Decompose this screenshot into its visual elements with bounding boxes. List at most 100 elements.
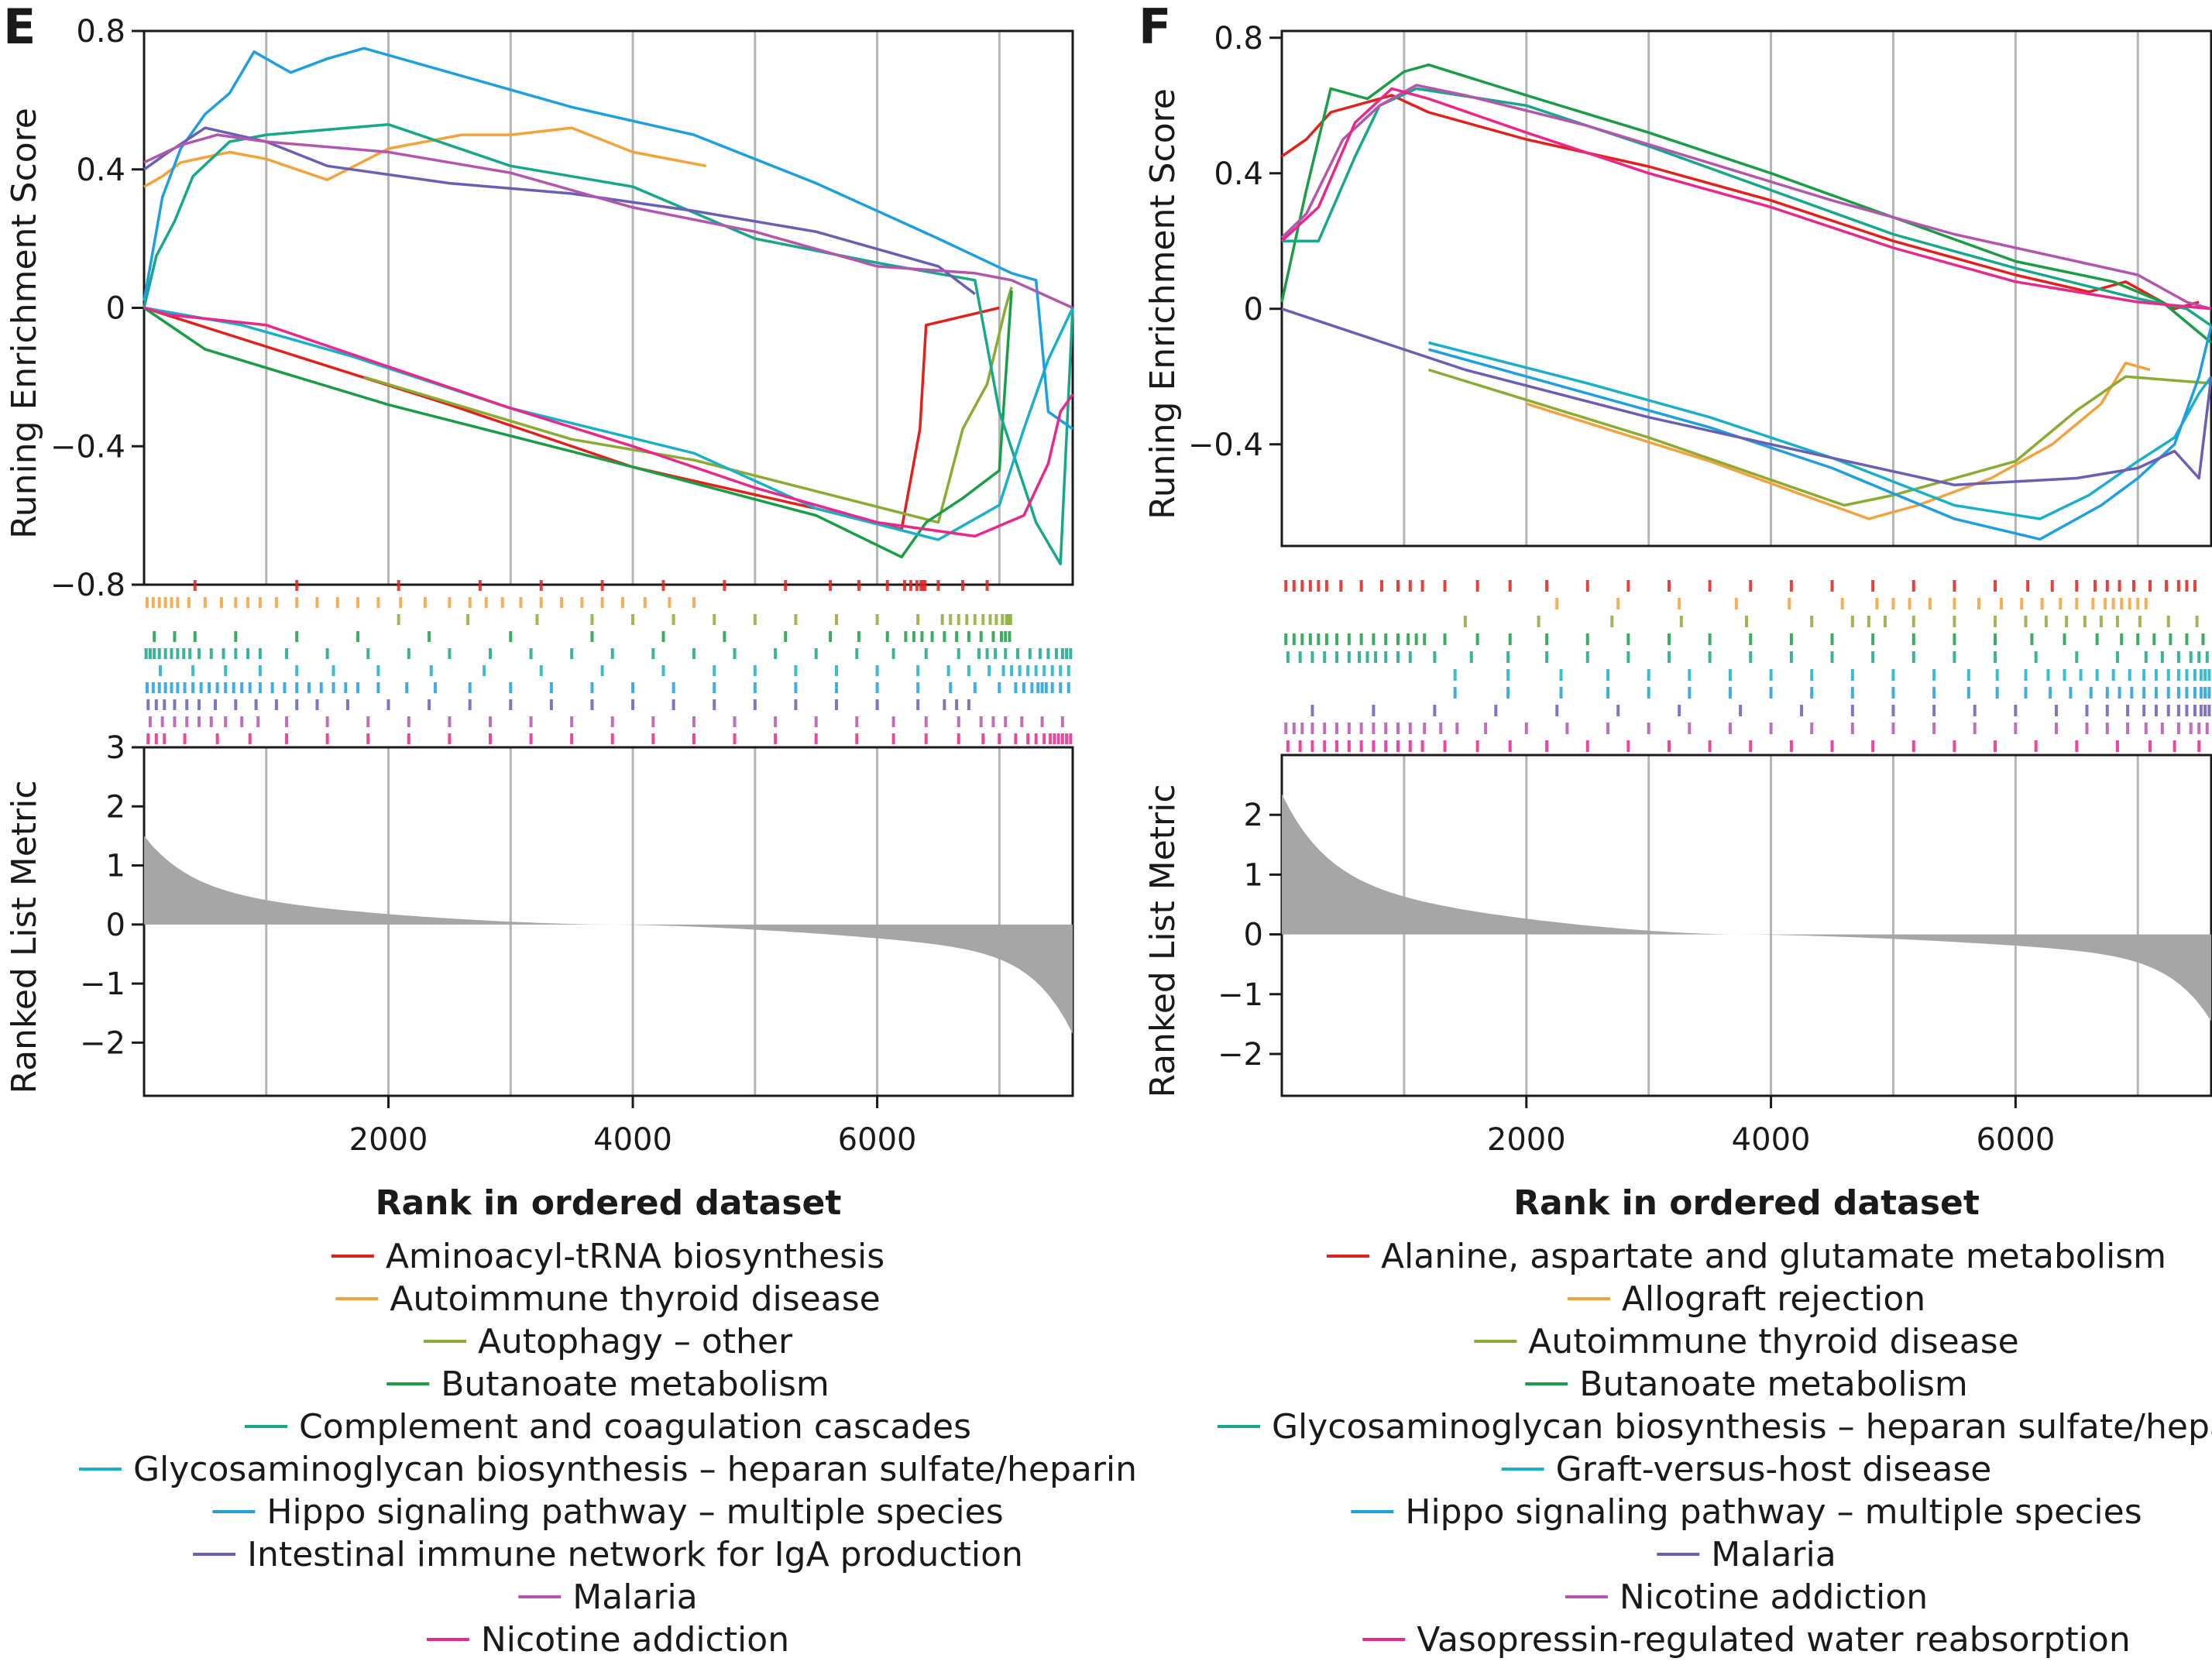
es-plot-frame [1280, 29, 2212, 548]
es-series-line [143, 290, 1013, 559]
legend-item: Autophagy – other [423, 1322, 793, 1361]
metric-tick-label: 0 [1244, 918, 1263, 953]
es-tick-label: 0.4 [76, 153, 125, 188]
legend-item: Complement and coagulation cascades [244, 1407, 971, 1447]
legend-label: Nicotine addiction [1620, 1577, 1928, 1617]
es-series-line [1281, 307, 2212, 486]
es-series-line [1282, 87, 2212, 328]
legend-label: Malaria [572, 1577, 697, 1617]
es-series-line [143, 306, 1000, 531]
legend-label: Allograft rejection [1622, 1279, 1925, 1319]
panel-f: F 0.8 0.4 0 −0.4 2 1 0 −1 −2 2000 4000 6000 Runing En… [1139, 0, 2212, 1660]
legend-label: Complement and coagulation cascades [299, 1407, 971, 1447]
panel-label: E [3, 0, 36, 55]
legend-label: Hippo signaling pathway – multiple speci… [266, 1492, 1003, 1532]
es-tick-label: 0.8 [1214, 21, 1263, 57]
es-series-line [1526, 362, 2151, 520]
es-tick-label: −0.4 [1188, 427, 1263, 463]
metric-tick-label: 3 [106, 730, 125, 766]
legend-label: Glycosaminoglycan biosynthesis – heparan… [133, 1450, 1137, 1489]
legend-item: Allograft rejection [1567, 1279, 1925, 1319]
legend-item: Autoimmune thyroid disease [335, 1279, 881, 1319]
legend-label: Glycosaminoglycan biosynthesis – heparan… [1272, 1407, 2212, 1447]
legend-label: Nicotine addiction [481, 1620, 789, 1660]
x-tick-label: 6000 [838, 1122, 917, 1158]
es-series-line [1428, 325, 2212, 541]
legend-item: Butanoate metabolism [386, 1365, 830, 1404]
legend-item: Malaria [518, 1577, 698, 1617]
es-series-line [1281, 94, 2200, 311]
es-series-line [143, 133, 1073, 310]
panel-label: F [1139, 0, 1171, 55]
legend-label: Vasopressin-regulated water reabsorption [1417, 1620, 2130, 1660]
es-series-line [143, 126, 976, 295]
x-tick-label: 4000 [1732, 1122, 1811, 1158]
metric-tick-label: 0 [106, 908, 125, 943]
metric-y-axis-label: Ranked List Metric [1143, 784, 1183, 1097]
legend-item: Alanine, aspartate and glutamate metabol… [1326, 1237, 2166, 1276]
legend-label: Autoimmune thyroid disease [390, 1279, 880, 1319]
legend-item: Graft-versus-host disease [1501, 1450, 1992, 1489]
metric-tick-label: 2 [1244, 798, 1263, 833]
es-tick-label: 0.4 [1214, 156, 1263, 192]
metric-tick-label: −1 [1218, 977, 1263, 1013]
metric-tick-label: 2 [106, 789, 125, 825]
x-tick-label: 6000 [1976, 1122, 2055, 1158]
es-y-axis-label: Runing Enrichment Score [1143, 88, 1183, 520]
es-y-axis-label: Runing Enrichment Score [5, 108, 44, 539]
ranked-metric-area [144, 836, 1073, 1034]
es-series-line [1280, 84, 2212, 311]
legend-label: Intestinal immune network for IgA produc… [247, 1535, 1023, 1574]
metric-y-axis-label: Ranked List Metric [5, 780, 44, 1093]
es-series-line [143, 306, 1074, 541]
legend-label: Alanine, aspartate and glutamate metabol… [1381, 1237, 2166, 1276]
metric-tick-label: −1 [80, 966, 125, 1002]
es-tick-label: −0.4 [50, 429, 125, 465]
es-series-line [143, 46, 1074, 431]
legend-label: Aminoacyl-tRNA biosynthesis [386, 1237, 884, 1276]
legend-label: Autophagy – other [478, 1322, 793, 1361]
legend-item: Glycosaminoglycan biosynthesis – heparan… [78, 1450, 1137, 1489]
es-series-line [143, 122, 1074, 565]
legend-item: Butanoate metabolism [1525, 1365, 1968, 1404]
es-series-line [1428, 341, 2212, 520]
legend-item: Autoimmune thyroid disease [1474, 1322, 2019, 1361]
metric-tick-label: −2 [80, 1025, 125, 1061]
es-tick-label: −0.8 [50, 568, 125, 603]
es-tick-label: 0 [1244, 292, 1263, 328]
legend-label: Hippo signaling pathway – multiple speci… [1405, 1492, 2142, 1532]
legend-item: Hippo signaling pathway – multiple speci… [1351, 1492, 2142, 1532]
es-series-line [363, 287, 1013, 524]
legend-item: Nicotine addiction [426, 1620, 789, 1660]
legend-label: Butanoate metabolism [441, 1365, 830, 1404]
x-tick-label: 2000 [1487, 1122, 1566, 1158]
x-tick-label: 4000 [593, 1122, 672, 1158]
legend-label: Butanoate metabolism [1579, 1365, 1968, 1404]
legend-label: Graft-versus-host disease [1556, 1450, 1992, 1489]
es-series-line [143, 306, 1074, 538]
es-tick-label: 0 [106, 291, 125, 327]
metric-tick-label: 1 [106, 849, 125, 884]
x-axis-label: Rank in ordered dataset [1513, 1183, 1980, 1223]
legend-item: Glycosaminoglycan biosynthesis – heparan… [1217, 1407, 2212, 1447]
legend-item: Aminoacyl-tRNA biosynthesis [331, 1237, 884, 1276]
es-tick-label: 0.8 [76, 14, 125, 50]
metric-tick-label: 1 [1244, 857, 1263, 893]
es-series-line [1427, 368, 2212, 507]
ranked-metric-area [1282, 794, 2211, 1021]
panel-e: E 0.8 0.4 0 −0.4 −0.8 3 2 1 0 −1 −2 2000 4000 6000 Runi… [3, 0, 1137, 1660]
legend-label: Malaria [1711, 1535, 1836, 1574]
legend-item: Hippo signaling pathway – multiple speci… [212, 1492, 1004, 1532]
legend-item: Malaria [1657, 1535, 1836, 1574]
legend-item: Nicotine addiction [1565, 1577, 1928, 1617]
legend-item: Vasopressin-regulated water reabsorption [1362, 1620, 2131, 1660]
x-tick-label: 2000 [349, 1122, 428, 1158]
legend-item: Intestinal immune network for IgA produc… [193, 1535, 1023, 1574]
x-axis-label: Rank in ordered dataset [376, 1183, 842, 1223]
es-series-line [1280, 87, 2212, 311]
legend: Alanine, aspartate and glutamate metabol… [1217, 1237, 2212, 1660]
es-series-line [1280, 63, 2212, 344]
metric-tick-label: −2 [1218, 1037, 1263, 1073]
